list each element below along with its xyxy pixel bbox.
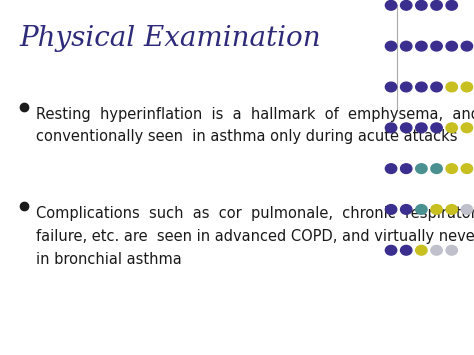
Ellipse shape xyxy=(385,245,397,255)
Ellipse shape xyxy=(401,245,412,255)
Ellipse shape xyxy=(446,0,457,10)
Ellipse shape xyxy=(431,164,442,174)
Ellipse shape xyxy=(401,82,412,92)
Ellipse shape xyxy=(416,123,427,133)
Ellipse shape xyxy=(431,204,442,214)
Ellipse shape xyxy=(416,41,427,51)
Ellipse shape xyxy=(431,41,442,51)
Ellipse shape xyxy=(446,123,457,133)
Ellipse shape xyxy=(385,204,397,214)
Ellipse shape xyxy=(446,41,457,51)
Ellipse shape xyxy=(401,0,412,10)
Ellipse shape xyxy=(461,123,473,133)
Ellipse shape xyxy=(446,245,457,255)
Ellipse shape xyxy=(461,41,473,51)
Ellipse shape xyxy=(461,82,473,92)
Ellipse shape xyxy=(416,82,427,92)
Ellipse shape xyxy=(401,164,412,174)
Ellipse shape xyxy=(431,0,442,10)
Ellipse shape xyxy=(416,164,427,174)
Ellipse shape xyxy=(385,123,397,133)
Ellipse shape xyxy=(446,164,457,174)
Ellipse shape xyxy=(401,123,412,133)
Ellipse shape xyxy=(461,164,473,174)
Ellipse shape xyxy=(401,204,412,214)
Ellipse shape xyxy=(431,245,442,255)
Ellipse shape xyxy=(385,41,397,51)
Ellipse shape xyxy=(416,245,427,255)
Ellipse shape xyxy=(431,123,442,133)
Ellipse shape xyxy=(446,82,457,92)
Ellipse shape xyxy=(401,41,412,51)
Text: Complications  such  as  cor  pulmonale,  chronic  respiratory
failure, etc. are: Complications such as cor pulmonale, chr… xyxy=(36,206,474,267)
Ellipse shape xyxy=(416,204,427,214)
Ellipse shape xyxy=(385,0,397,10)
Ellipse shape xyxy=(385,82,397,92)
Text: Physical Examination: Physical Examination xyxy=(19,25,320,52)
Text: Resting  hyperinflation  is  a  hallmark  of  emphysema,  and
conventionally see: Resting hyperinflation is a hallmark of … xyxy=(36,106,474,144)
Ellipse shape xyxy=(385,164,397,174)
Ellipse shape xyxy=(461,204,473,214)
Ellipse shape xyxy=(416,0,427,10)
Ellipse shape xyxy=(431,82,442,92)
Ellipse shape xyxy=(446,204,457,214)
